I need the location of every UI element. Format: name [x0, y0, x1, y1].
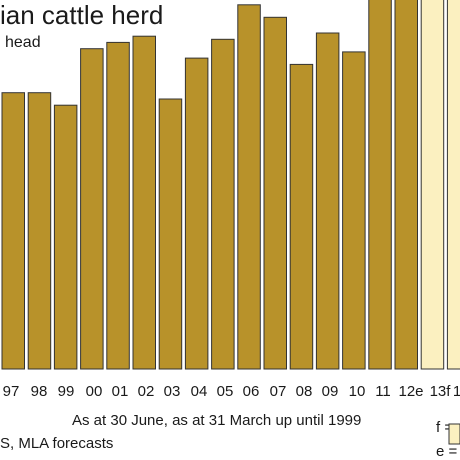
x-tick-01: 01: [112, 383, 129, 400]
bar-99: [53, 104, 78, 370]
x-tick-10: 10: [349, 383, 366, 400]
bar-10: [342, 51, 366, 370]
x-tick-98: 98: [31, 383, 48, 400]
x-tick-02: 02: [138, 383, 155, 400]
x-tick-99: 99: [58, 383, 75, 400]
x-tick-08: 08: [296, 383, 313, 400]
bar-05: [211, 38, 235, 370]
x-tick-06: 06: [243, 383, 260, 400]
bar-01: [106, 41, 130, 370]
bar-03: [158, 98, 183, 370]
source-text: S, MLA forecasts: [0, 435, 113, 452]
legend-forecast-swatch: [448, 423, 460, 445]
x-tick-labels: 97 98 99 00 01 02 03 04 05 06 07 08 09 10 11 12e 13f 1: [3, 383, 460, 400]
bar-04: [184, 57, 209, 370]
bar-98: [27, 92, 52, 370]
x-tick-03: 03: [164, 383, 181, 400]
bar-00: [80, 48, 104, 370]
bar-11: [368, 0, 392, 370]
bar-09: [315, 32, 340, 370]
x-tick-04: 04: [191, 383, 208, 400]
bar-08: [289, 63, 314, 370]
x-tick-00: 00: [86, 383, 103, 400]
x-tick-12e: 12e: [398, 383, 423, 400]
bar-07: [263, 16, 287, 370]
bar-12e: [394, 0, 418, 370]
annotation-text: As at 30 June, as at 31 March up until 1…: [72, 412, 361, 429]
x-tick-09: 09: [322, 383, 339, 400]
bar-06: [237, 4, 261, 370]
bar-97: [1, 92, 25, 370]
x-tick-11: 11: [375, 383, 391, 400]
x-tick-1: 1: [453, 383, 460, 400]
legend-estimate-label: e =: [436, 443, 458, 460]
bars-group: [1, 0, 460, 370]
x-tick-07: 07: [270, 383, 287, 400]
x-tick-13f: 13f: [430, 383, 452, 400]
bar-02: [132, 35, 156, 370]
x-tick-97: 97: [3, 383, 20, 400]
y-axis-label: head: [5, 34, 41, 51]
bar-13f: [420, 0, 445, 370]
bar-1: [446, 0, 460, 370]
chart-title: ian cattle herd: [0, 0, 163, 30]
x-tick-05: 05: [217, 383, 234, 400]
